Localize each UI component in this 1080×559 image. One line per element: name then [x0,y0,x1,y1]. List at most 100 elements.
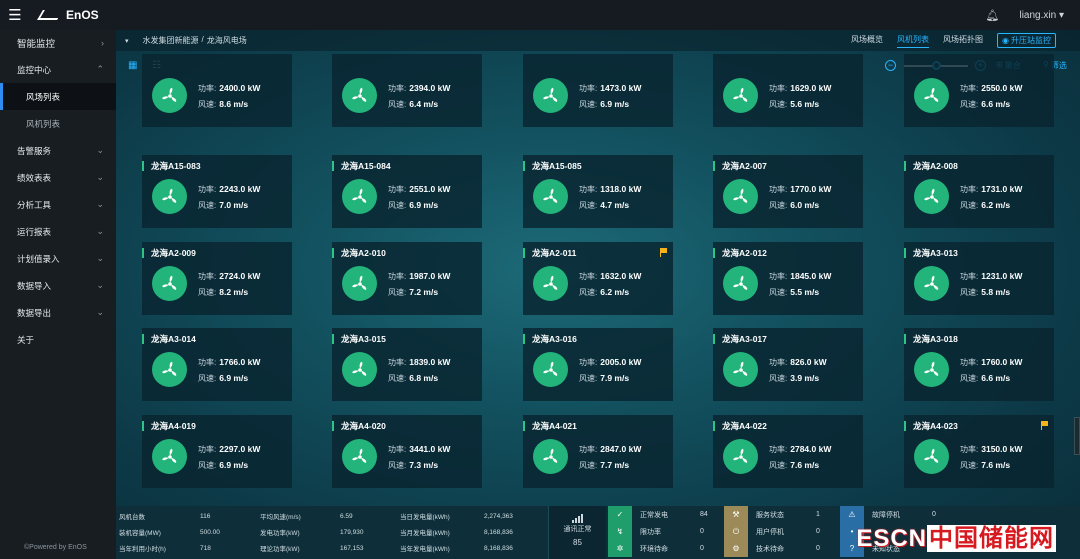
sidebar-item[interactable]: 数据导入 ⌄ [0,272,116,299]
turbine-name: 龙海A3-014 [142,334,196,344]
zoom-out-icon[interactable]: − [885,60,896,71]
turbine-card[interactable]: 龙海A3-013 功率: 1231.0 kW 风速: 5.8 m/s [904,242,1054,315]
watermark-cn: 中国储能网 [927,525,1056,552]
turbine-fan-icon [723,352,758,387]
side-scroll-handle[interactable] [1074,417,1080,455]
wind-label: 风速: [769,374,788,383]
sidebar-item[interactable]: 计划值录入 ⌄ [0,245,116,272]
comm-status[interactable]: 通讯正常 85 [548,506,606,559]
user-menu[interactable]: liang.xin ▾ [1019,10,1064,21]
breadcrumb-org[interactable]: 水发集团新能源 [142,36,199,45]
turbine-card[interactable]: 龙海A2-009 功率: 2724.0 kW 风速: 8.2 m/s [142,242,292,315]
wind-metric: 风速: 5.6 m/s [769,99,819,110]
wind-label: 风速: [960,201,979,210]
turbine-card[interactable]: 功率: 2394.0 kW 风速: 6.4 m/s [332,54,482,127]
power-value: 2243.0 kW [219,184,261,194]
status-row[interactable]: ✲ 环境待命 0 [608,540,720,557]
turbine-card[interactable]: 功率: 2400.0 kW 风速: 8.6 m/s [142,54,292,127]
turbine-name: 龙海A15-084 [332,161,391,171]
dot-icon: • [840,523,864,540]
sidebar-item-label: 风机列表 [26,118,61,129]
wind-metric: 风速: 4.7 m/s [579,200,629,211]
turbine-card[interactable]: 龙海A2-011 功率: 1632.0 kW 风速: 6.2 m/s [523,242,673,315]
turbine-name: 龙海A3-015 [332,334,386,344]
sidebar-item[interactable]: 运行报表 ⌄ [0,218,116,245]
wind-value: 4.7 m/s [600,200,630,210]
sidebar-item[interactable]: 风场列表 [0,83,116,110]
turbine-card[interactable]: 功率: 1473.0 kW 风速: 6.9 m/s [523,54,673,127]
sidebar-item[interactable]: 风机列表 [0,110,116,137]
power-label: 功率: [579,84,598,93]
sidebar-top[interactable]: 智能监控 › [0,30,116,56]
grid-view-icon[interactable]: ▦ [128,60,138,71]
menu-icon[interactable]: ☰ [8,7,22,24]
turbine-name: 龙海A2-010 [332,248,386,258]
turbine-fan-icon [152,352,187,387]
turbine-card[interactable]: 龙海A2-010 功率: 1987.0 kW 风速: 7.2 m/s [332,242,482,315]
wind-value: 6.0 m/s [790,200,820,210]
turbine-card[interactable]: 龙海A15-083 功率: 2243.0 kW 风速: 7.0 m/s [142,155,292,228]
status-value: 0 [700,545,704,552]
turbine-card[interactable]: 龙海A3-018 功率: 1760.0 kW 风速: 6.6 m/s [904,328,1054,401]
turbine-fan-icon [914,439,949,474]
turbine-card[interactable]: 龙海A3-014 功率: 1766.0 kW 风速: 6.9 m/s [142,328,292,401]
substation-monitor-button[interactable]: ◉ 升压站监控 [997,33,1056,48]
turbine-name: 龙海A2-009 [142,248,196,258]
turbine-card[interactable]: 龙海A15-085 功率: 1318.0 kW 风速: 4.7 m/s [523,155,673,228]
wind-metric: 风速: 7.0 m/s [198,200,248,211]
breadcrumb-site[interactable]: 龙海风电场 [206,36,247,45]
power-label: 功率: [388,84,407,93]
bell-icon[interactable]: 🔔︎ [985,9,1000,22]
breadcrumb: 水发集团新能源 / 龙海风电场 [143,35,247,46]
turbine-fan-icon [342,78,377,113]
stats-bar: 风机台数 116 平均风速(m/s) 6.59 当日发电量(kWh) 2,274,363 装… [116,506,1080,559]
power-value: 1629.0 kW [790,83,832,93]
chevron-up-icon: ⌃ [96,64,104,74]
wind-value: 7.0 m/s [219,200,249,210]
sidebar-item-label: 关于 [17,334,35,345]
sidebar-item[interactable]: 告警服务 ⌄ [0,137,116,164]
status-row[interactable]: ⚠ 故障停机 0 [840,506,952,523]
tab-turbine-list[interactable]: 风机列表 [897,34,930,48]
turbine-card[interactable]: 龙海A4-022 功率: 2784.0 kW 风速: 7.6 m/s [713,415,863,488]
turbine-card[interactable]: 龙海A4-023 功率: 3150.0 kW 风速: 7.6 m/s [904,415,1054,488]
power-value: 1473.0 kW [600,83,642,93]
status-row[interactable]: ↯ 限功率 0 [608,523,720,540]
turbine-card[interactable]: 龙海A15-084 功率: 2551.0 kW 风速: 6.9 m/s [332,155,482,228]
turbine-card[interactable]: 功率: 1629.0 kW 风速: 5.6 m/s [713,54,863,127]
wind-label: 风速: [769,461,788,470]
turbine-card[interactable]: 龙海A3-016 功率: 2005.0 kW 风速: 7.9 m/s [523,328,673,401]
turbine-card[interactable]: 龙海A3-015 功率: 1839.0 kW 风速: 6.8 m/s [332,328,482,401]
status-row[interactable]: ⚙ 技术待命 0 [724,540,836,557]
turbine-card[interactable]: 龙海A2-008 功率: 1731.0 kW 风速: 6.2 m/s [904,155,1054,228]
sidebar-item[interactable]: 关于 [0,326,116,353]
sidebar-item[interactable]: 绩效表表 ⌄ [0,164,116,191]
turbine-card[interactable]: 龙海A4-019 功率: 2297.0 kW 风速: 6.9 m/s [142,415,292,488]
caret-down-icon[interactable]: ▾ [125,37,129,45]
power-metric: 功率: 2551.0 kW [388,184,450,195]
power-metric: 功率: 1629.0 kW [769,83,831,94]
power-label: 功率: [198,272,217,281]
wind-value: 7.9 m/s [600,373,630,383]
status-group-a: ✓ 正常发电 84 ↯ 限功率 0 ✲ 环境待命 0 [608,506,720,559]
turbine-card[interactable]: 功率: 2550.0 kW 风速: 6.6 m/s [904,54,1054,127]
tab-overview[interactable]: 风场概览 [851,35,884,44]
service-icon: ⚒ [724,506,748,523]
wind-metric: 风速: 5.8 m/s [960,287,1010,298]
turbine-name: 龙海A4-020 [332,421,386,431]
turbine-card[interactable]: 龙海A3-017 功率: 826.0 kW 风速: 3.9 m/s [713,328,863,401]
turbine-card[interactable]: 龙海A4-021 功率: 2847.0 kW 风速: 7.7 m/s [523,415,673,488]
turbine-card[interactable]: 龙海A2-012 功率: 1845.0 kW 风速: 5.5 m/s [713,242,863,315]
power-metric: 功率: 1473.0 kW [579,83,641,94]
sidebar-item[interactable]: 监控中心 ⌃ [0,56,116,83]
status-row[interactable]: ⚒ 服务状态 1 [724,506,836,523]
turbine-card[interactable]: 龙海A2-007 功率: 1770.0 kW 风速: 6.0 m/s [713,155,863,228]
sidebar-item[interactable]: 数据导出 ⌄ [0,299,116,326]
sidebar-item[interactable]: 分析工具 ⌄ [0,191,116,218]
turbine-card[interactable]: 龙海A4-020 功率: 3441.0 kW 风速: 7.3 m/s [332,415,482,488]
status-value: 0 [816,528,820,535]
status-row[interactable]: ✓ 正常发电 84 [608,506,720,523]
status-row[interactable]: ⏻ 用户停机 0 [724,523,836,540]
user-name: liang.xin [1019,9,1057,21]
tab-topology[interactable]: 风场拓扑图 [943,35,984,44]
